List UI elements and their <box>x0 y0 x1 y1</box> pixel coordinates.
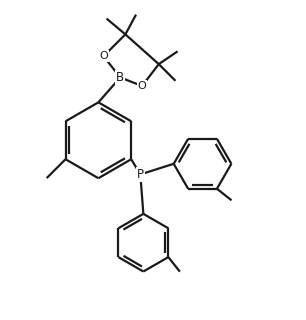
Text: B: B <box>116 71 124 84</box>
Text: P: P <box>137 168 144 181</box>
Text: O: O <box>138 81 147 91</box>
Text: O: O <box>99 51 108 61</box>
